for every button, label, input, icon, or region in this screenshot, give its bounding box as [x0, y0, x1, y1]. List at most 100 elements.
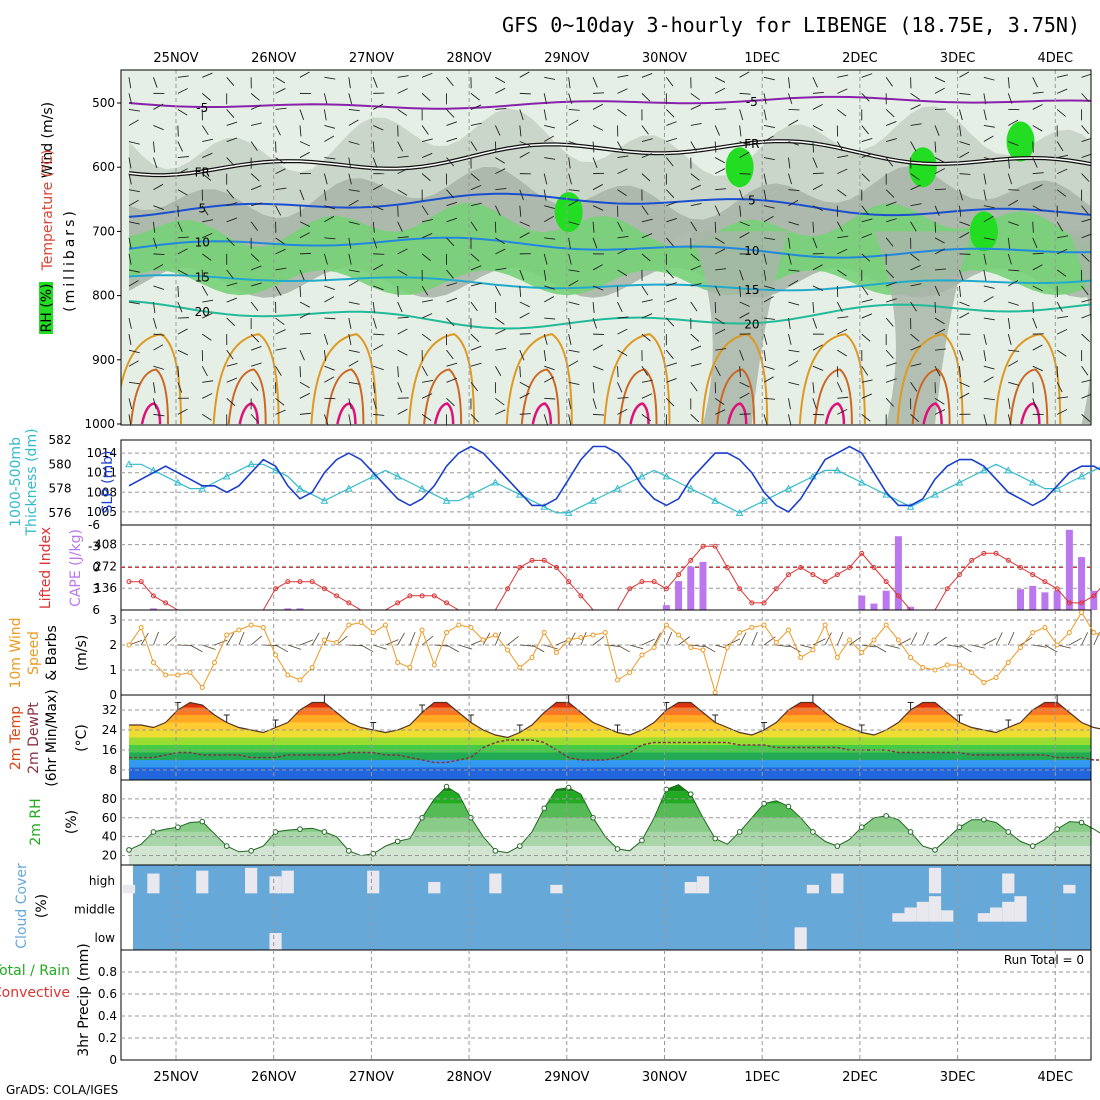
date-label: 3DEC	[940, 51, 976, 66]
wind-barb	[1056, 109, 1066, 117]
wind-barb	[910, 333, 920, 342]
date-label: 25NOV	[153, 1070, 198, 1085]
wind-barb	[153, 631, 159, 646]
lifted-index-point	[993, 550, 999, 556]
wind-barb	[1007, 237, 1011, 249]
wind-barb	[1007, 157, 1010, 169]
isotherm-label: -5	[196, 101, 208, 115]
wind-barb	[861, 253, 871, 262]
wind-barb	[202, 219, 214, 223]
wind-barb	[373, 365, 384, 371]
rh2m-point	[492, 848, 499, 854]
wind-barb	[495, 317, 505, 325]
wind-barb	[983, 397, 995, 401]
wind-barb	[422, 299, 433, 303]
wind-barb	[373, 644, 387, 650]
cloud-middle-bar	[977, 913, 990, 922]
isotherm-35	[726, 402, 748, 425]
wind-barb	[201, 205, 209, 216]
wind-barb	[397, 141, 404, 152]
wind-barb	[446, 644, 459, 653]
wind-barb	[153, 205, 164, 211]
wind-barb	[543, 414, 548, 425]
isotherm-30	[911, 368, 951, 425]
wind-barb	[739, 269, 744, 281]
wind-barb	[323, 333, 329, 345]
thickness-point	[222, 472, 231, 480]
slp-line	[128, 445, 1100, 513]
wind-barb	[568, 334, 572, 345]
wind-speed-point	[602, 630, 608, 635]
wind-barb	[959, 71, 970, 78]
wind-speed-point	[822, 622, 828, 628]
lifted-tick-label: -3	[88, 539, 100, 553]
date-label: 1DEC	[744, 51, 780, 66]
rh-band	[129, 791, 1091, 804]
wind-barb	[1057, 396, 1069, 399]
wind-barb	[617, 168, 628, 175]
wind-barb	[1081, 285, 1089, 296]
wind-barb	[544, 125, 556, 129]
wind-speed-point	[639, 652, 645, 658]
cape-bar	[699, 561, 707, 610]
wind-barb	[983, 173, 987, 185]
wind-barb	[495, 267, 507, 271]
wind-barb	[1008, 360, 1019, 367]
wind-barb	[421, 285, 429, 296]
lifted-index-point	[431, 593, 437, 599]
wind-barb	[177, 156, 189, 159]
wind-barb	[543, 189, 547, 201]
wind-barb	[373, 413, 385, 416]
cloud-level-label: high	[89, 874, 115, 888]
cape-bar	[149, 608, 157, 610]
wind10m-speed-label: Speed	[26, 631, 42, 675]
wind-barb	[812, 103, 823, 110]
cloud-middle-bar	[989, 907, 1003, 922]
wind-barb	[544, 317, 556, 320]
wind-barb	[348, 237, 352, 249]
isotherm-label: 20	[195, 305, 210, 319]
pressure-tick-label: 800	[92, 289, 115, 303]
wind-barb	[934, 328, 946, 335]
wind-barb	[666, 282, 677, 287]
wind-barb	[739, 312, 750, 319]
lifted-index-point	[566, 579, 572, 585]
wind-barb	[348, 317, 352, 329]
wind-barb	[714, 125, 720, 136]
lifted-index-point	[517, 565, 523, 570]
wind-barb	[1032, 252, 1044, 255]
thickness-point	[638, 472, 646, 480]
wind-barb	[324, 76, 336, 80]
wind-barb	[690, 644, 705, 647]
wind-speed-point	[407, 665, 413, 670]
wind-barb	[812, 398, 817, 409]
wind-barb	[299, 125, 302, 137]
precip-tick-label: 0	[109, 1053, 117, 1067]
wind-barb	[739, 92, 751, 95]
lifted-index-point	[810, 572, 816, 578]
wind-barb	[1081, 298, 1091, 303]
rh2m-point	[517, 843, 523, 849]
wind-barb	[348, 108, 360, 112]
thickness-point	[198, 484, 207, 492]
wind-barb	[1008, 141, 1019, 146]
wind-barb	[788, 237, 791, 249]
wind-barb	[641, 153, 653, 158]
wind-barb	[788, 93, 793, 104]
wind-barb	[861, 137, 873, 142]
lifted-index-line	[129, 545, 1100, 611]
wind-speed-point	[1054, 642, 1060, 648]
wind-barb	[641, 638, 655, 646]
wind-speed-point	[883, 622, 889, 628]
wind-barb	[1044, 644, 1058, 653]
cape-bar	[858, 595, 866, 610]
lifted-index-point	[1018, 565, 1024, 570]
wind-barb	[1007, 398, 1011, 410]
isotherm-10	[128, 236, 1091, 259]
wind-barb	[739, 350, 744, 361]
pressure-axis: 500 600 700 800 900 1000	[84, 96, 121, 431]
isotherm-35	[531, 402, 553, 425]
wind-barb	[153, 253, 165, 256]
wind-barb	[446, 77, 454, 87]
wind-barb	[421, 365, 428, 377]
